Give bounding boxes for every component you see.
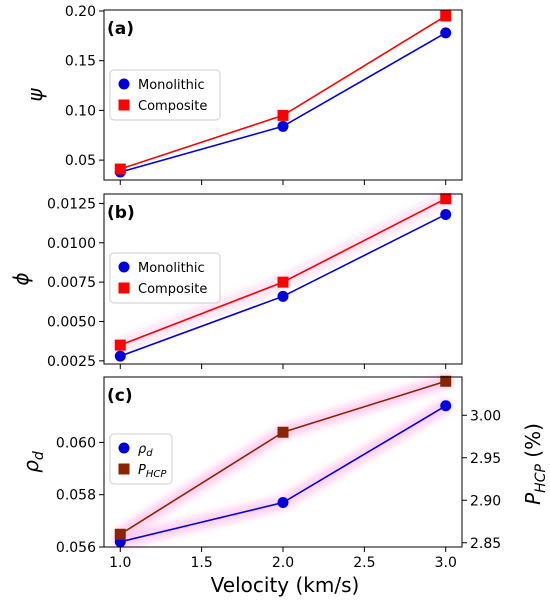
data-point xyxy=(440,193,452,205)
y-tick-label: 0.15 xyxy=(65,54,96,70)
panel-c: 0.056 0.058 0.060 2.85 2.90 2.95 3.00 (c) ρd PHCP… xyxy=(19,374,549,556)
panel-label: (b) xyxy=(107,203,135,223)
legend-marker xyxy=(118,463,130,475)
legend-marker xyxy=(118,99,130,111)
data-point xyxy=(440,27,452,39)
y-axis-label: ρd xyxy=(19,451,47,473)
x-tick-label: 2.0 xyxy=(272,555,294,571)
y-tick-label: 0.058 xyxy=(56,488,96,504)
y-axis-label-right: PHCP (%) xyxy=(521,423,549,505)
y-tick-label-right: 2.85 xyxy=(470,536,501,552)
legend-label: ρd xyxy=(138,442,153,459)
panel-label: (a) xyxy=(107,19,134,39)
y-tick-label: 0.0100 xyxy=(47,236,96,252)
y-tick-label: 0.0125 xyxy=(47,196,96,212)
legend: ρd PHCP xyxy=(109,433,173,485)
y-tick-label: 0.0025 xyxy=(47,354,96,370)
panel-a: 0.05 0.10 0.15 0.20 (a) ψ Monolithic Composite xyxy=(23,4,463,185)
y-tick-label: 0.056 xyxy=(56,540,96,556)
data-point xyxy=(277,120,289,132)
y-tick-label: 0.05 xyxy=(65,153,96,169)
y-tick-label: 0.0050 xyxy=(47,315,96,331)
data-point xyxy=(114,163,126,175)
y-tick-label: 0.0075 xyxy=(47,275,96,291)
data-point xyxy=(277,290,289,302)
panel-b: 0.0025 0.0050 0.0075 0.0100 0.0125 (b) ϕ Monoli… xyxy=(9,191,463,370)
legend-label: PHCP xyxy=(138,463,167,480)
legend-label: Composite xyxy=(138,282,207,297)
y-tick-label: 0.10 xyxy=(65,103,96,119)
data-point xyxy=(114,528,126,540)
legend-marker xyxy=(118,78,130,90)
data-point xyxy=(114,350,126,362)
data-point xyxy=(277,497,289,509)
x-tick-label: 1.0 xyxy=(109,555,131,571)
y-axis-label: ψ xyxy=(23,88,47,102)
legend-box xyxy=(109,252,221,304)
legend-label: Monolithic xyxy=(138,261,205,276)
series-1 xyxy=(114,193,452,351)
data-point xyxy=(440,10,452,22)
data-point xyxy=(277,426,289,438)
series-1 xyxy=(114,375,452,540)
data-point xyxy=(440,208,452,220)
data-point xyxy=(440,375,452,387)
legend: Monolithic Composite xyxy=(109,69,221,121)
y-tick-label: 0.20 xyxy=(65,4,96,20)
y-tick-label-right: 2.95 xyxy=(470,451,501,467)
data-point xyxy=(277,276,289,288)
x-tick-label: 2.5 xyxy=(353,555,375,571)
y-tick-label: 0.060 xyxy=(56,435,96,451)
data-point xyxy=(114,339,126,351)
series-1 xyxy=(114,10,452,175)
y-axis-label: ϕ xyxy=(9,272,33,285)
legend: Monolithic Composite xyxy=(109,252,221,304)
legend-label: Monolithic xyxy=(138,78,205,93)
data-point xyxy=(277,109,289,121)
y-tick-label-right: 3.00 xyxy=(470,408,501,424)
data-point xyxy=(440,400,452,412)
legend-marker xyxy=(118,261,130,273)
panel-label: (c) xyxy=(107,386,133,406)
x-axis-label: Velocity (km/s) xyxy=(211,573,360,597)
x-axis: 1.0 1.5 2.0 2.5 3.0 xyxy=(109,555,457,571)
y-tick-label-right: 2.90 xyxy=(470,493,501,509)
legend-box xyxy=(109,69,221,121)
legend-label: Composite xyxy=(138,99,207,114)
series-0 xyxy=(114,208,452,362)
legend-marker xyxy=(118,282,130,294)
x-tick-label: 1.5 xyxy=(191,555,213,571)
x-tick-label: 3.0 xyxy=(435,555,457,571)
legend-marker xyxy=(118,442,130,454)
